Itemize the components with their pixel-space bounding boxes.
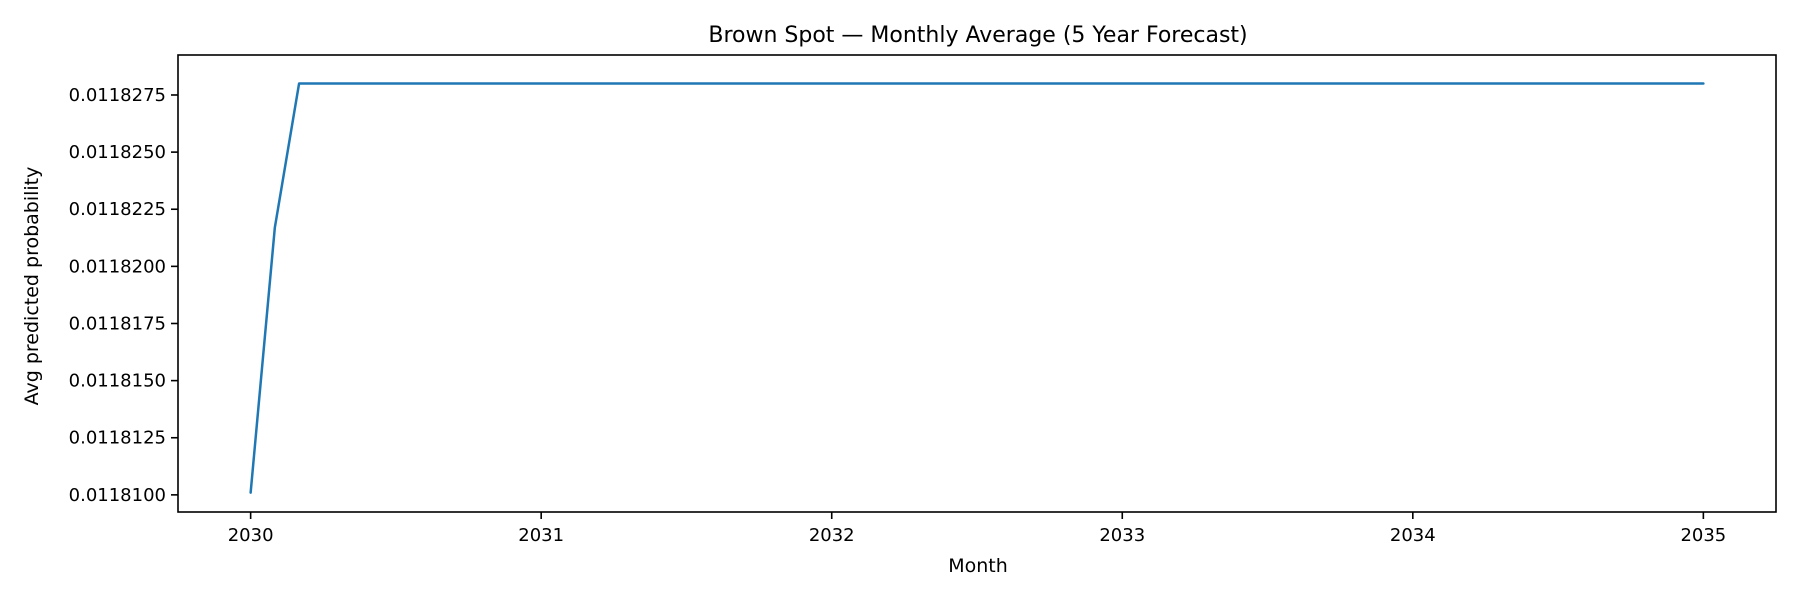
x-tick-label: 2032 xyxy=(809,525,855,546)
x-tick-label: 2031 xyxy=(518,525,564,546)
x-tick-label: 2033 xyxy=(1099,525,1145,546)
x-tick-label: 2035 xyxy=(1680,525,1726,546)
chart-title: Brown Spot — Monthly Average (5 Year For… xyxy=(708,23,1247,48)
y-tick-label: 0.0118100 xyxy=(69,485,166,506)
series-line xyxy=(249,82,1705,494)
x-tick-label: 2030 xyxy=(228,525,274,546)
plot-area: 2030 2031 2032 2033 2034 2035 0.0118100 0.01181… xyxy=(69,54,1777,546)
y-tick-label: 0.0118150 xyxy=(69,371,166,392)
plot-frame xyxy=(177,54,1777,513)
y-axis-label: Avg predicted probability xyxy=(21,167,43,406)
x-tick-label: 2034 xyxy=(1390,525,1436,546)
y-tick-label: 0.0118225 xyxy=(69,199,166,220)
y-tick-label: 0.0118275 xyxy=(69,85,166,106)
x-axis-label: Month xyxy=(948,555,1008,577)
y-tick-label: 0.0118125 xyxy=(69,428,166,449)
y-tick-label: 0.0118250 xyxy=(69,142,166,163)
y-tick-label: 0.0118175 xyxy=(69,313,166,334)
y-tick-label: 0.0118200 xyxy=(69,256,166,277)
